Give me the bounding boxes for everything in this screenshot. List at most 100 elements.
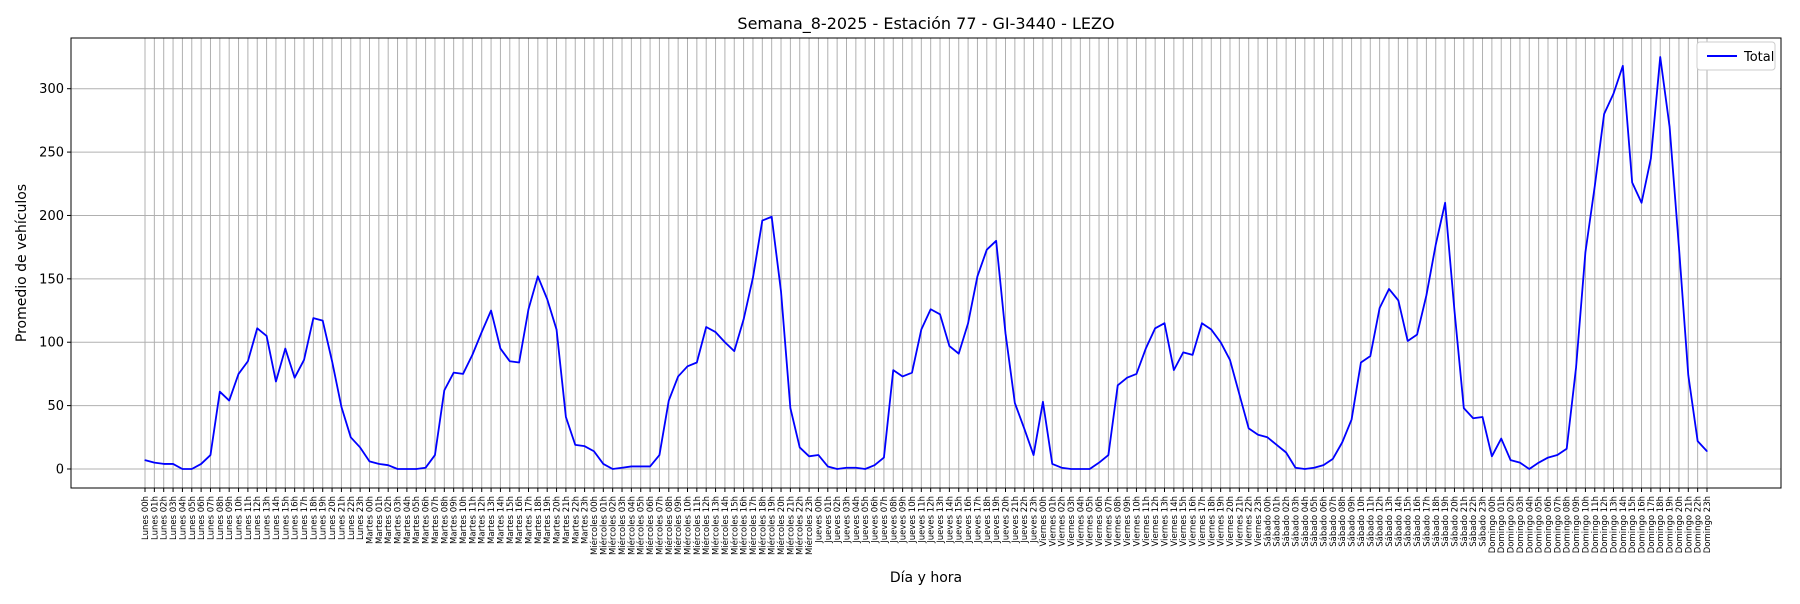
x-tick-label: Viernes 18h: [1207, 496, 1217, 547]
data-point: [574, 444, 576, 446]
x-tick-label: Jueves 21h: [1011, 496, 1021, 544]
data-point: [555, 328, 558, 331]
x-tick-label: Jueves 00h: [814, 496, 824, 544]
x-tick-label: Jueves 01h: [824, 496, 834, 544]
data-point: [1463, 407, 1465, 409]
x-tick-label: Domingo 03h: [1516, 496, 1526, 553]
x-tick-label: Martes 12h: [478, 496, 488, 544]
data-point: [163, 463, 165, 465]
x-tick-label: Viernes 01h: [1048, 496, 1058, 547]
x-tick-label: Jueves 05h: [861, 496, 871, 544]
data-point: [1248, 427, 1250, 430]
data-point: [1276, 444, 1278, 446]
x-tick-label: Jueves 22h: [1020, 496, 1030, 544]
x-tick-label: Viernes 08h: [1114, 496, 1124, 547]
data-point: [303, 359, 305, 361]
data-point: [939, 313, 941, 315]
x-tick-label: Jueves 13h: [936, 496, 946, 544]
x-tick-label: Martes 17h: [524, 496, 534, 544]
x-tick-label: Domingo 17h: [1647, 496, 1657, 553]
y-tick-label: 50: [47, 399, 64, 414]
data-point: [1042, 401, 1044, 403]
data-point: [275, 380, 277, 383]
data-point: [415, 468, 417, 470]
data-point: [621, 467, 623, 469]
data-point: [265, 335, 268, 337]
x-tick-label: Lunes 04h: [178, 496, 188, 540]
data-point: [1481, 416, 1484, 418]
x-tick-label: Sábado 13h: [1385, 496, 1395, 547]
x-tick-label: Viernes 00h: [1039, 496, 1049, 547]
data-point: [836, 468, 838, 470]
x-tick-label: Jueves 12h: [927, 496, 937, 544]
x-tick-label: Martes 00h: [365, 496, 375, 544]
data-point: [677, 375, 679, 378]
y-tick-label: 100: [39, 336, 64, 351]
x-tick-label: Miércoles 02h: [608, 496, 619, 555]
x-tick-label: Domingo 15h: [1628, 496, 1638, 553]
x-tick-label: Sábado 08h: [1338, 496, 1348, 547]
data-point: [172, 463, 174, 465]
y-tick-label: 300: [39, 82, 64, 97]
data-point: [1294, 467, 1297, 469]
x-tick-label: Jueves 08h: [889, 496, 899, 544]
x-tick-label: Domingo 07h: [1553, 496, 1563, 553]
x-tick-label: Lunes 11h: [244, 496, 254, 540]
data-point: [1070, 468, 1072, 470]
data-point: [986, 249, 988, 251]
data-point: [200, 463, 202, 465]
data-point: [771, 216, 773, 218]
x-tick-label: Sábado 19h: [1441, 496, 1451, 547]
data-point: [518, 361, 520, 364]
x-tick-label: Domingo 16h: [1638, 496, 1648, 553]
x-tick-label: Domingo 06h: [1544, 496, 1554, 553]
data-point: [780, 290, 782, 293]
data-point: [1538, 462, 1540, 464]
data-point: [1238, 393, 1240, 395]
x-tick-label: Lunes 10h: [235, 496, 245, 540]
x-tick-label: Sábado 10h: [1357, 496, 1367, 547]
x-tick-label: Lunes 12h: [253, 496, 263, 540]
data-point: [424, 467, 427, 469]
x-tick-label: Lunes 08h: [216, 496, 226, 540]
x-tick-label: Sábado 05h: [1310, 496, 1320, 547]
x-tick-label: Viernes 02h: [1058, 496, 1068, 547]
x-tick-label: Martes 16h: [515, 496, 525, 544]
data-point: [1472, 417, 1474, 419]
data-point: [883, 456, 885, 459]
x-tick-label: Viernes 16h: [1189, 496, 1199, 547]
data-point: [930, 308, 932, 310]
data-point: [1528, 468, 1530, 470]
data-point: [350, 436, 352, 438]
x-tick-label: Martes 13h: [487, 496, 497, 544]
x-tick-label: Sábado 23h: [1479, 496, 1489, 547]
data-point: [256, 327, 258, 329]
x-tick-label: Jueves 04h: [852, 496, 862, 544]
x-tick-label: Viernes 19h: [1217, 496, 1227, 547]
data-point: [322, 320, 324, 322]
data-point: [1640, 202, 1643, 204]
x-tick-label: Jueves 02h: [833, 496, 843, 544]
data-point: [1659, 56, 1661, 58]
data-point: [1163, 322, 1166, 324]
x-tick-label: Viernes 23h: [1254, 496, 1264, 547]
x-tick-label: Martes 05h: [412, 496, 422, 544]
data-lines: [144, 56, 1708, 470]
plot-frame: [70, 37, 1782, 489]
data-point: [827, 465, 829, 468]
x-tick-label: Miércoles 20h: [776, 496, 787, 555]
x-tick-label: Jueves 16h: [964, 496, 974, 544]
x-tick-label: Viernes 03h: [1067, 496, 1077, 547]
data-point: [902, 375, 904, 378]
x-tick-label: Viernes 15h: [1179, 496, 1189, 547]
y-tick-label: 250: [39, 146, 64, 161]
data-point: [237, 373, 240, 375]
data-point: [1519, 462, 1521, 464]
data-point: [640, 465, 642, 468]
x-tick-label: Martes 11h: [468, 496, 478, 544]
x-tick-label: Miércoles 11h: [692, 496, 703, 555]
data-point: [1117, 384, 1119, 386]
data-point: [1425, 294, 1428, 296]
data-point: [1079, 468, 1081, 470]
